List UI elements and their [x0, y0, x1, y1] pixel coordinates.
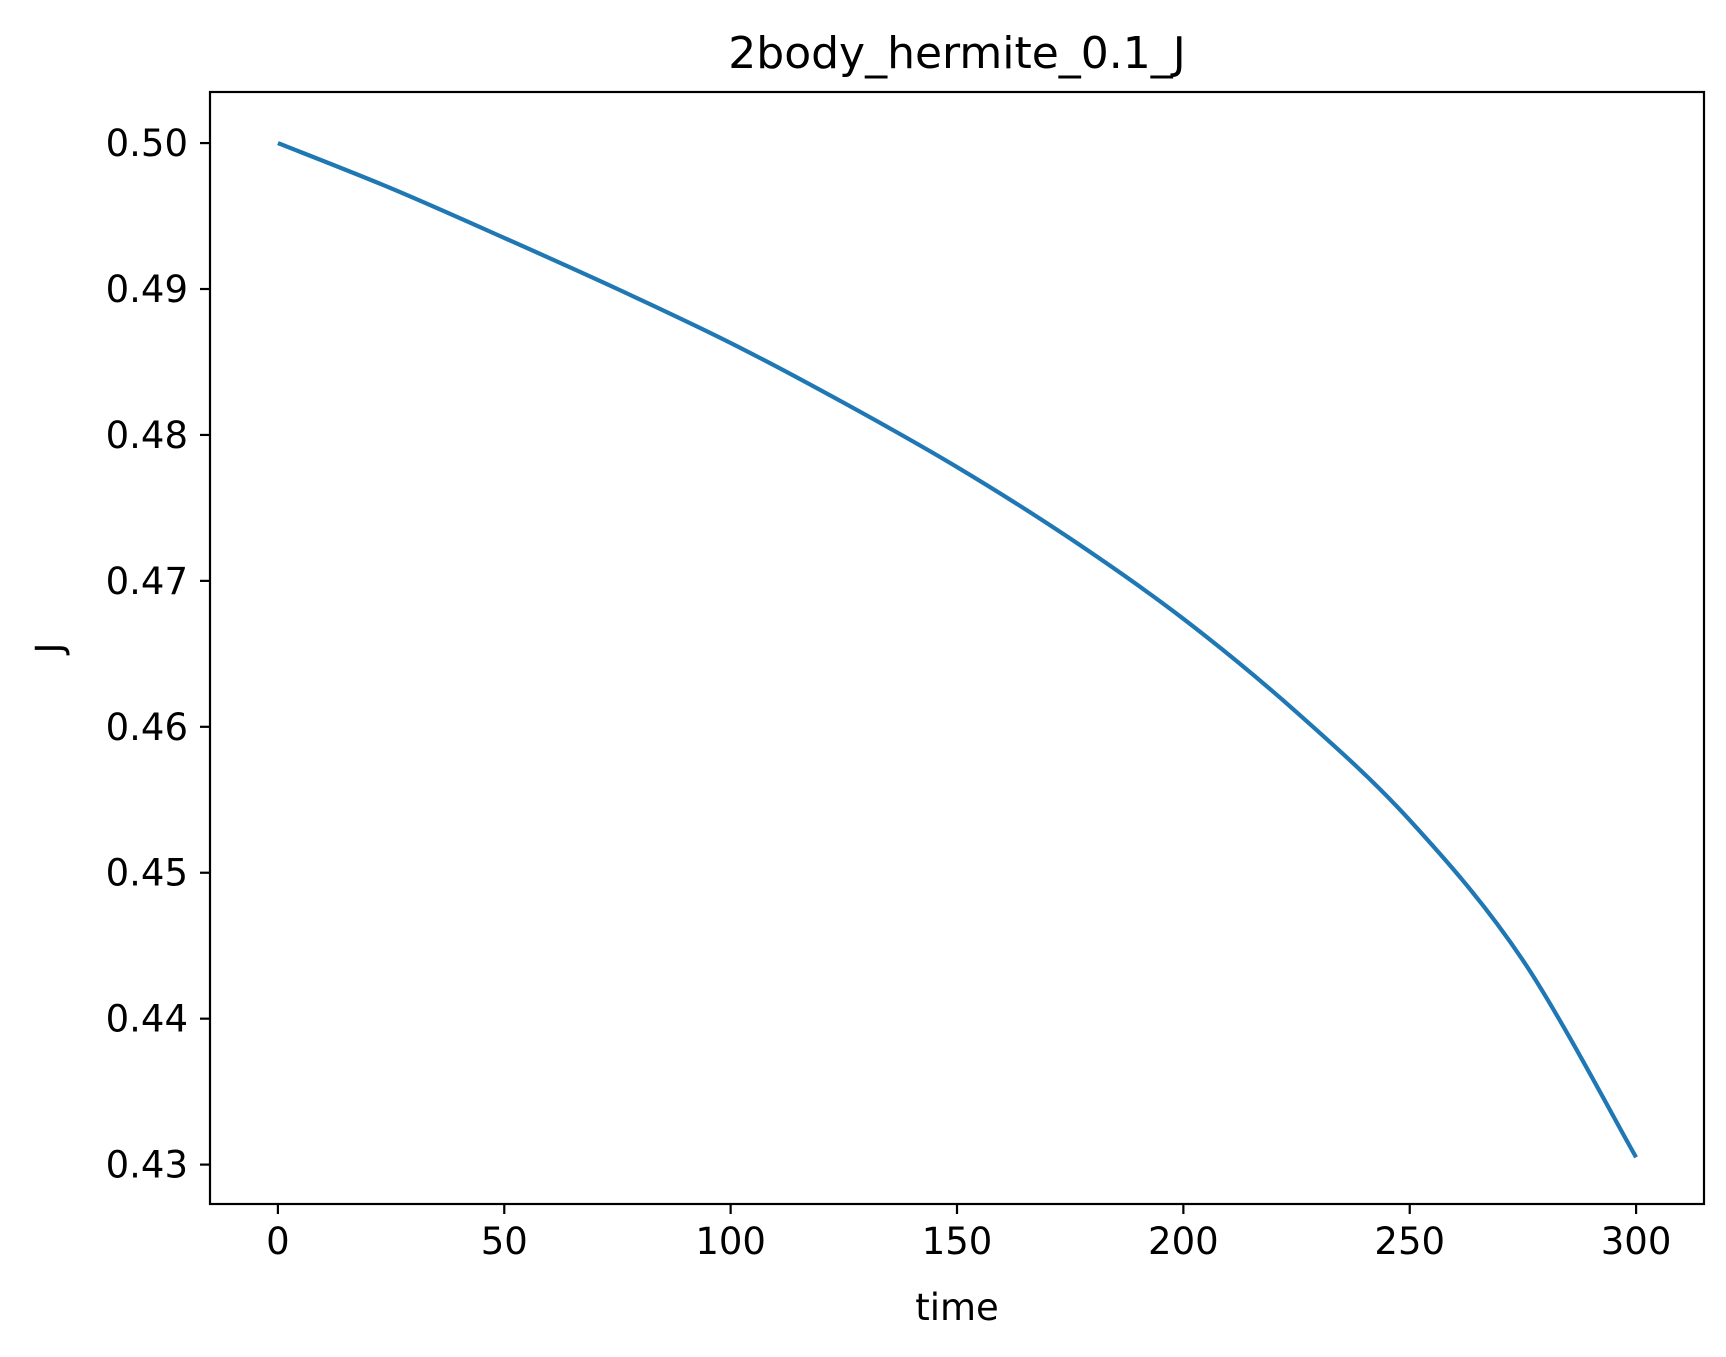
y-tick-label: 0.43 [106, 1144, 188, 1187]
x-tick-label: 200 [1148, 1220, 1219, 1263]
series-line [277, 141, 1638, 1159]
y-tick-label: 0.44 [106, 998, 188, 1041]
x-tick-label: 250 [1374, 1220, 1445, 1263]
x-tick-label: 300 [1601, 1220, 1672, 1263]
series-layer [277, 141, 1638, 1159]
y-tick-label: 0.48 [106, 414, 188, 457]
y-axis-label: J [28, 643, 71, 656]
x-tick-label: 50 [481, 1220, 528, 1263]
chart-title: 2body_hermite_0.1_J [728, 28, 1185, 79]
ticks-layer: 0 50 100 150 200 250 300 0.43 0.44 0.45 0.46 0.47 0.… [106, 122, 1672, 1263]
y-tick-label: 0.45 [106, 852, 188, 895]
x-tick-label: 100 [695, 1220, 766, 1263]
y-tick-label: 0.50 [106, 122, 188, 165]
x-tick-label: 150 [922, 1220, 993, 1263]
y-tick-label: 0.46 [106, 706, 188, 749]
y-tick-label: 0.49 [106, 268, 188, 311]
y-tick-label: 0.47 [106, 560, 188, 603]
x-tick-label: 0 [266, 1220, 290, 1263]
x-axis-label: time [915, 1286, 999, 1329]
plot-frame [208, 90, 1706, 1206]
